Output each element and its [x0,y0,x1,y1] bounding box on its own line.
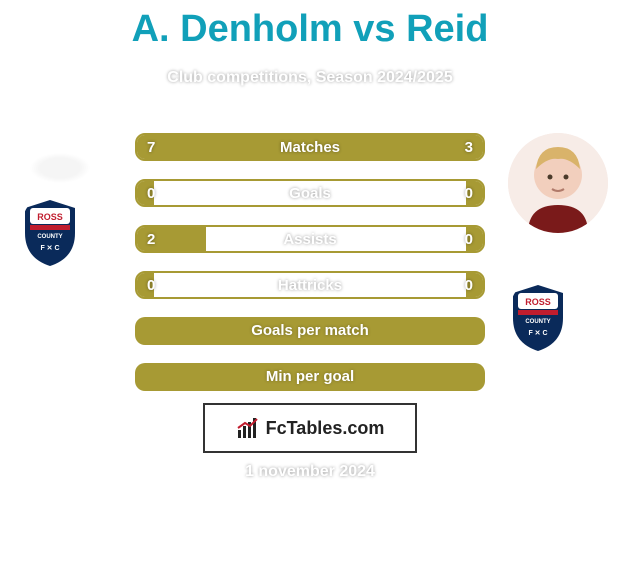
svg-text:ROSS: ROSS [37,212,63,222]
svg-text:ROSS: ROSS [525,297,551,307]
player-left-club-badge: ROSS COUNTY F ✕ C [20,183,120,283]
player-right-avatar [508,133,608,233]
svg-text:F ✕ C: F ✕ C [40,245,59,252]
stat-label: Goals [137,185,483,202]
page-title: A. Denholm vs Reid [0,8,620,51]
player-right-club-badge: ROSS COUNTY F ✕ C [508,268,608,368]
stat-full-row: Min per goal [135,363,485,391]
stat-label: Assists [137,231,483,248]
stat-label: Hattricks [137,277,483,294]
club-badge-icon: ROSS COUNTY F ✕ C [20,198,80,268]
brand-text: FcTables.com [266,418,385,439]
player-face-icon [508,133,608,233]
brand-box: FcTables.com [203,403,417,453]
svg-text:COUNTY: COUNTY [37,234,62,240]
subtitle: Club competitions, Season 2024/2025 [0,69,620,87]
stat-full-row: Goals per match [135,317,485,345]
stat-row: 00Hattricks [135,271,485,299]
stat-row: 73Matches [135,133,485,161]
club-badge-icon: ROSS COUNTY F ✕ C [508,283,568,353]
stat-row: 00Goals [135,179,485,207]
stat-row: 20Assists [135,225,485,253]
stats-panel: 73Matches 00Goals 20Assists 00Hattricks Goal… [135,133,485,409]
svg-text:COUNTY: COUNTY [525,319,550,325]
chart-icon [236,416,260,440]
svg-text:F ✕ C: F ✕ C [528,330,547,337]
footer-date: 1 november 2024 [0,463,620,481]
stat-label: Matches [137,139,483,156]
